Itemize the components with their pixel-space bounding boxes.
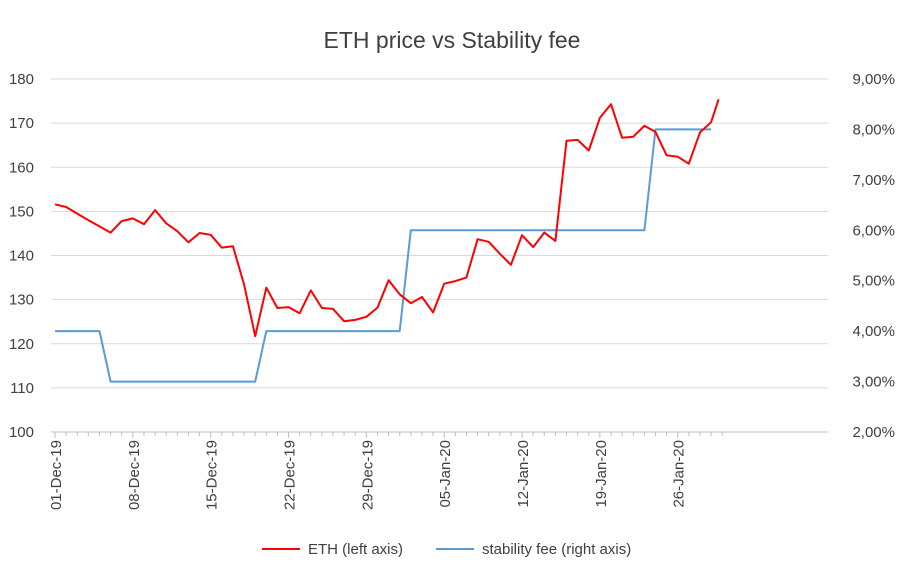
x-tick-label: 19-Jan-20 [593, 440, 610, 508]
x-tick-label: 15-Dec-19 [204, 440, 221, 510]
series-layer [54, 98, 720, 383]
right-tick-label: 9,00% [852, 71, 895, 88]
right-tick-label: 6,00% [852, 222, 895, 239]
left-tick-label: 100 [9, 424, 34, 441]
x-tick-label: 01-Dec-19 [48, 440, 65, 510]
left-tick-label: 170 [9, 115, 34, 132]
legend: ETH (left axis) stability fee (right axi… [262, 541, 631, 558]
gridlines [51, 78, 828, 389]
x-tick-label: 12-Jan-20 [515, 440, 532, 508]
right-tick-label: 3,00% [852, 374, 895, 391]
left-tick-label: 120 [9, 336, 34, 353]
x-tick-label: 08-Dec-19 [126, 440, 143, 510]
chart-title: ETH price vs Stability fee [324, 27, 581, 53]
x-tick-label: 29-Dec-19 [359, 440, 376, 510]
right-tick-label: 5,00% [852, 273, 895, 290]
x-tick-label: 05-Jan-20 [437, 440, 454, 508]
right-tick-label: 4,00% [852, 323, 895, 340]
left-tick-label: 160 [9, 159, 34, 176]
series-eth [54, 98, 720, 338]
x-axis-ticks: 01-Dec-19 08-Dec-19 15-Dec-19 22-Dec-19 29-D… [48, 432, 723, 510]
x-tick-label: 22-Dec-19 [282, 440, 299, 510]
series-stability-fee [55, 128, 712, 383]
right-tick-label: 8,00% [852, 121, 895, 138]
right-axis-ticks: 2,00% 3,00% 4,00% 5,00% 6,00% 7,00% 8,00% 9,00% [852, 71, 895, 441]
x-tick-label: 26-Jan-20 [671, 440, 688, 508]
right-tick-label: 7,00% [852, 172, 895, 189]
legend-eth-label: ETH (left axis) [308, 541, 403, 558]
left-tick-label: 110 [10, 380, 34, 397]
left-tick-label: 150 [9, 203, 34, 220]
left-axis-ticks: 100 110 120 130 140 150 160 170 180 [9, 71, 34, 441]
left-tick-label: 140 [9, 248, 34, 265]
legend-fee-label: stability fee (right axis) [482, 541, 631, 558]
left-tick-label: 180 [9, 71, 34, 88]
right-tick-label: 2,00% [852, 424, 895, 441]
left-tick-label: 130 [9, 292, 34, 309]
